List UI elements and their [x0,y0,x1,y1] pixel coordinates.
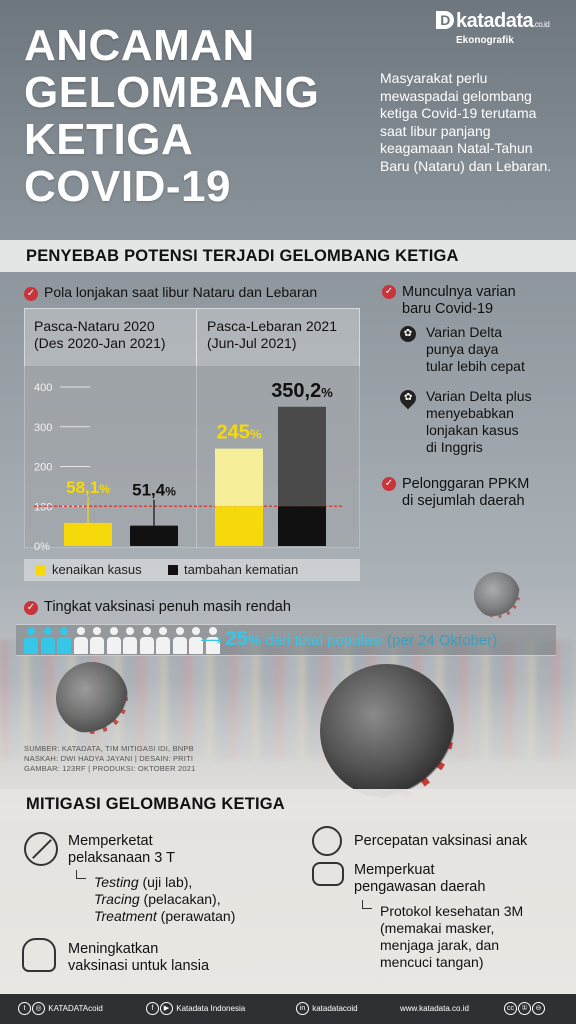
chart-legend: kenaikan kasus tambahan kematian [24,559,360,581]
footer-linkedin[interactable]: in katadatacoid [296,994,358,1024]
legend-deaths: tambahan kematian [168,559,298,581]
child-vaccine-icon [312,826,342,856]
bar-value-label: 51,4% [132,481,176,500]
elderly-icon [22,938,56,972]
vaccination-title: ✓ Tingkat vaksinasi penuh masih rendah [24,599,291,615]
virus-icon: ✿ [400,326,416,342]
bar-value-label: 245% [217,422,262,444]
vaccination-text: ⟶ 25% dari total populasi (per 24 Oktobe… [200,628,498,650]
person-unvaccinated-icon [189,627,203,654]
person-unvaccinated-icon [156,627,170,654]
y-tick-label: 100 [34,501,52,513]
bar-0-1-base [215,506,263,546]
bar-1-1 [278,406,326,507]
virus-image-small [474,572,520,618]
person-unvaccinated-icon [106,627,121,654]
variant-delta-plus-item: ✿ Varian Delta plus menyebabkan lonjakan… [396,386,532,456]
person-unvaccinated-icon [172,627,187,654]
person-unvaccinated-icon [139,627,154,654]
creative-commons-icons: cc ① ⊖ [504,994,546,1024]
ppkm-title: ✓ Pelonggaran PPKM di sejumlah daerah [382,476,529,510]
linkedin-icon: in [296,1002,309,1016]
mitigation-child-title: Percepatan vaksinasi anak [354,833,528,849]
bar-1-0 [130,525,178,546]
twitter-icon: t [18,1002,31,1016]
person-vaccinated-icon [24,627,38,654]
causes-heading: PENYEBAB POTENSI TERJADI GELOMBANG KETIG… [0,240,576,272]
person-vaccinated-icon [40,627,55,654]
check-icon: ✓ [382,477,396,491]
person-vaccinated-icon [57,627,71,654]
bar-value-label: 350,2% [271,380,333,402]
source-credits: SUMBER: KATADATA, TIM MITIGASI IDI, BNPB… [24,744,196,773]
bar-value-label: 58,1% [66,478,110,497]
mitigation-oversight-title: Memperkuat pengawasan daerah [354,862,486,895]
three-t-list: Testing (uji lab), Tracing (pelacakan), … [94,874,236,924]
y-tick-label: 0% [34,541,50,553]
y-tick-label: 300 [34,422,52,434]
vaccination-bar [16,624,556,656]
virus-image-large [320,664,454,798]
virus-image-left [56,662,128,734]
period-lebaran: Pasca-Lebaran 2021 (Jun-Jul 2021) [207,318,337,351]
arrow-elbow-icon [362,900,372,909]
person-unvaccinated-icon [90,627,104,654]
pattern-title: ✓ Pola lonjakan saat libur Nataru dan Leb… [24,284,317,301]
lead-paragraph: Masyarakat perlu mewaspadai gelombang ke… [380,70,552,174]
person-unvaccinated-icon [205,627,220,654]
check-icon: ✓ [382,285,396,299]
check-icon: ✓ [24,287,38,301]
y-tick-label: 400 [34,382,52,394]
bar-0-0 [64,522,112,546]
footer-facebook-youtube[interactable]: f ▶ Katadata Indonesia [146,994,245,1024]
bar-1-1-base [278,506,326,546]
footer-website[interactable]: www.katadata.co.id [400,1004,469,1013]
ekonografik-label: Ekonografik [456,35,514,46]
mitigation-heading: MITIGASI GELOMBANG KETIGA [0,789,576,819]
mitigation-3t-title: Memperketat pelaksanaan 3 T [68,833,175,866]
arrow-elbow-icon [76,870,86,879]
protocol-3m-list: Protokol kesehatan 3M (memakai masker, m… [380,903,524,970]
youtube-icon: ▶ [160,1002,173,1016]
footer: t ◎ KATADATAcoid f ▶ Katadata Indonesia in… [0,994,576,1024]
arrow-right-icon: ⟶ [200,632,226,649]
no-crowd-icon [24,832,58,866]
facebook-icon: f [146,1002,159,1016]
new-variant-title: ✓ Munculnya varian baru Covid-19 [382,284,516,318]
person-unvaccinated-icon [123,627,137,654]
check-icon: ✓ [24,601,38,615]
y-tick-label: 200 [34,462,52,474]
period-nataru: Pasca-Nataru 2020 (Des 2020-Jan 2021) [34,318,166,351]
mitigation-elderly-title: Meningkatkan vaksinasi untuk lansia [68,941,210,974]
face-mask-icon [312,862,344,886]
location-virus-icon: ✿ [396,386,420,410]
footer-twitter-instagram[interactable]: t ◎ KATADATAcoid [18,994,103,1024]
person-unvaccinated-icon [73,627,88,654]
bar-0-1 [215,448,263,507]
instagram-icon: ◎ [32,1002,45,1016]
variant-delta-item: ✿ Varian Delta punya daya tular lebih ce… [400,324,525,375]
page-title: ANCAMAN GELOMBANG KETIGA COVID-19 [24,21,320,211]
legend-cases: kenaikan kasus [36,559,142,581]
